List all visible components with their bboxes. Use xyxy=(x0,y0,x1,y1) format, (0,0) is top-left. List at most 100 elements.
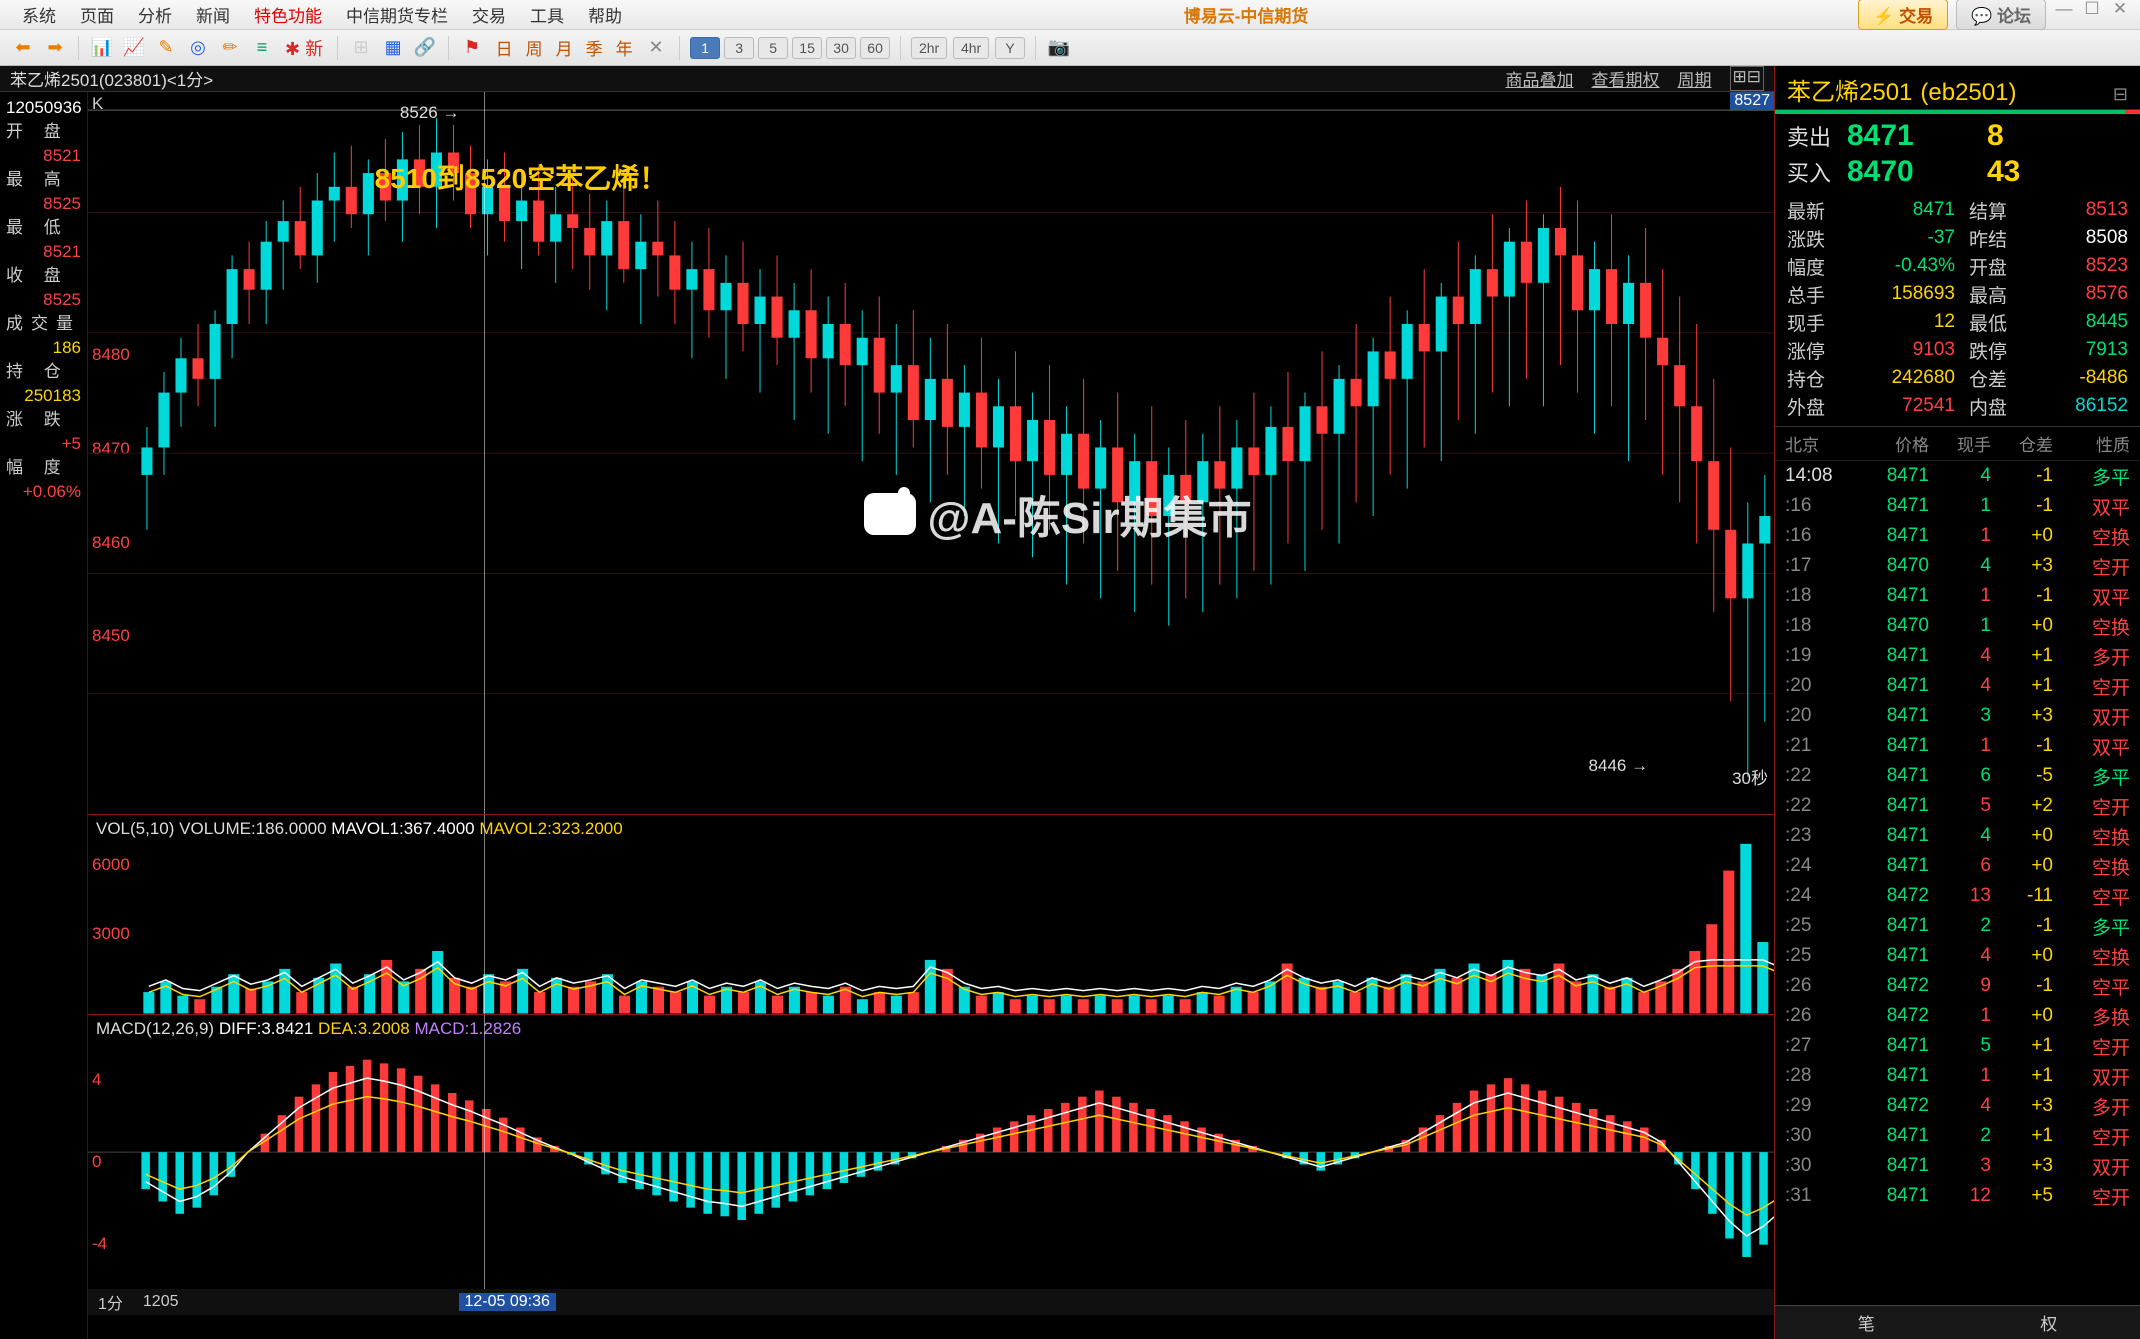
period-季[interactable]: 季 xyxy=(581,35,607,61)
table-icon[interactable]: ▦ xyxy=(380,35,406,61)
tick-row: :1784704+3空开 xyxy=(1785,551,2130,581)
tick-row: :3084713+3双开 xyxy=(1785,1151,2130,1181)
menu-1[interactable]: 页面 xyxy=(68,2,126,27)
quote-grid-row: 总手158693最高8576 xyxy=(1787,280,2128,308)
tick-row: :2284715+2空开 xyxy=(1785,791,2130,821)
period-月[interactable]: 月 xyxy=(551,35,577,61)
ticks-header: 北京价格现手仓差性质 xyxy=(1775,427,2140,461)
maximize-icon[interactable]: ☐ xyxy=(2082,0,2102,30)
forum-button[interactable]: 💬 论坛 xyxy=(1956,0,2046,30)
tick-row: :1884711-1双平 xyxy=(1785,581,2130,611)
weibo-icon xyxy=(864,493,916,535)
menu-6[interactable]: 交易 xyxy=(460,2,518,27)
sell-row: 卖出 8471 8 xyxy=(1787,118,2128,154)
grid-toggle-icon[interactable]: ⊞⊟ xyxy=(1730,66,1765,91)
buy-row: 买入 8470 43 xyxy=(1787,154,2128,190)
quote-grid-row: 持仓242680仓差-8486 xyxy=(1787,364,2128,392)
tick-row: :2584714+0空换 xyxy=(1785,941,2130,971)
quote-expand-icon[interactable]: ⊟ xyxy=(2113,84,2128,105)
volume-area[interactable]: VOL(5,10) VOLUME:186.0000 MAVOL1:367.400… xyxy=(88,815,1774,1015)
close-period-icon[interactable]: ✕ xyxy=(643,35,669,61)
quote-title: 苯乙烯2501(eb2501) ⊟ xyxy=(1775,66,2140,110)
chart-header: 苯乙烯2501(023801)<1分> 商品叠加 查看期权 周期 ⊞⊟ xyxy=(0,66,1774,92)
close-icon[interactable]: ✕ xyxy=(2110,0,2130,30)
period-num-1[interactable]: 1 xyxy=(690,37,720,59)
period-日[interactable]: 日 xyxy=(491,35,517,61)
period-4hr[interactable]: 4hr xyxy=(953,37,989,59)
time-cursor: 12-05 09:36 xyxy=(459,1293,556,1311)
countdown: 30秒 xyxy=(1732,764,1768,789)
tab-option[interactable]: 权 xyxy=(1958,1306,2140,1339)
period-年[interactable]: 年 xyxy=(611,35,637,61)
tick-row: :3084712+1空开 xyxy=(1785,1121,2130,1151)
grid-icon[interactable]: ⊞ xyxy=(348,35,374,61)
period-num-15[interactable]: 15 xyxy=(792,37,822,59)
trade-button[interactable]: ⚡ 交易 xyxy=(1858,0,1948,30)
top-action-group: ⚡ 交易 💬 论坛 — ☐ ✕ xyxy=(1858,0,2130,30)
forward-icon[interactable]: ➡ xyxy=(42,35,68,61)
draw-icon[interactable]: ✎ xyxy=(153,35,179,61)
main-area: 苯乙烯2501(023801)<1分> 商品叠加 查看期权 周期 ⊞⊟ 1205… xyxy=(0,66,2140,1339)
pencil-icon[interactable]: ✏ xyxy=(217,35,243,61)
period-num-60[interactable]: 60 xyxy=(860,37,890,59)
chart-canvas[interactable]: K 8480847084608450 8526 → 8446 → 30秒 852… xyxy=(88,92,1774,1339)
stat-row: 成交量186 xyxy=(6,312,81,360)
quote-grid-row: 最新8471结算8513 xyxy=(1787,196,2128,224)
candle-area[interactable]: K 8480847084608450 8526 → 8446 → 30秒 852… xyxy=(88,92,1774,815)
screenshot-icon[interactable]: 📷 xyxy=(1046,35,1072,61)
menu-7[interactable]: 工具 xyxy=(518,2,576,27)
tick-row: :2984724+3多开 xyxy=(1785,1091,2130,1121)
tick-row: :2684729-1空平 xyxy=(1785,971,2130,1001)
chart-type-icon[interactable]: 📊 xyxy=(89,35,115,61)
stat-row: 开 盘8521 xyxy=(6,120,81,168)
menu-5[interactable]: 中信期货专栏 xyxy=(334,2,460,27)
menu-4[interactable]: 特色功能 xyxy=(242,2,334,27)
tick-row: :1884701+0空换 xyxy=(1785,611,2130,641)
ticks-list: 14:0884714-1多平:1684711-1双平:1684711+0空换:1… xyxy=(1775,461,2140,1305)
target-icon[interactable]: ◎ xyxy=(185,35,211,61)
quote-grid-row: 幅度-0.43%开盘8523 xyxy=(1787,252,2128,280)
menu-3[interactable]: 新闻 xyxy=(184,2,242,27)
chart-header-links: 商品叠加 查看期权 周期 ⊞⊟ xyxy=(1506,66,1765,91)
new-button[interactable]: ✱ 新 xyxy=(281,35,327,61)
time-value: 1205 xyxy=(143,1293,179,1311)
chart-title: 苯乙烯2501(023801)<1分> xyxy=(10,66,213,91)
tick-row: :2484716+0空换 xyxy=(1785,851,2130,881)
period-num-5[interactable]: 5 xyxy=(758,37,788,59)
tick-row: :24847213-11空平 xyxy=(1785,881,2130,911)
minimize-icon[interactable]: — xyxy=(2054,0,2074,30)
stat-row: 幅 度+0.06% xyxy=(6,456,81,504)
tab-tick[interactable]: 笔 xyxy=(1775,1306,1958,1339)
layers-icon[interactable]: ≡ xyxy=(249,35,275,61)
stat-row: 最 低8521 xyxy=(6,216,81,264)
tick-row: :1684711+0空换 xyxy=(1785,521,2130,551)
flag-icon[interactable]: ⚑ xyxy=(459,35,485,61)
macd-area[interactable]: MACD(12,26,9) DIFF:3.8421 DEA:3.2008 MAC… xyxy=(88,1015,1774,1289)
quote-bottom-tabs: 笔 权 xyxy=(1775,1305,2140,1339)
tick-row: :1684711-1双平 xyxy=(1785,491,2130,521)
stats-top-value: 12050936 xyxy=(6,96,81,120)
options-link[interactable]: 查看期权 xyxy=(1592,66,1660,91)
home-icon[interactable]: ⬅ xyxy=(10,35,36,61)
quote-grid-row: 涨停9103跌停7913 xyxy=(1787,336,2128,364)
overlay-link[interactable]: 商品叠加 xyxy=(1506,66,1574,91)
link-icon[interactable]: 🔗 xyxy=(412,35,438,61)
quote-grid: 最新8471结算8513涨跌-37昨结8508幅度-0.43%开盘8523总手1… xyxy=(1775,194,2140,427)
left-stats: 12050936 开 盘8521最 高8525最 低8521收 盘8525成交量… xyxy=(0,92,88,1339)
period-num-3[interactable]: 3 xyxy=(724,37,754,59)
line-icon[interactable]: 📈 xyxy=(121,35,147,61)
candle-svg xyxy=(88,92,1774,814)
period-link[interactable]: 周期 xyxy=(1678,66,1712,91)
menu-0[interactable]: 系统 xyxy=(10,2,68,27)
menu-8[interactable]: 帮助 xyxy=(576,2,634,27)
tick-row: :2584712-1多平 xyxy=(1785,911,2130,941)
stat-row: 最 高8525 xyxy=(6,168,81,216)
period-2hr[interactable]: 2hr xyxy=(911,37,947,59)
menubar: 系统页面分析新闻特色功能中信期货专栏交易工具帮助 博易云-中信期货 ⚡ 交易 💬… xyxy=(0,0,2140,30)
period-num-30[interactable]: 30 xyxy=(826,37,856,59)
menu-2[interactable]: 分析 xyxy=(126,2,184,27)
tick-row: :2784715+1空开 xyxy=(1785,1031,2130,1061)
period-周[interactable]: 周 xyxy=(521,35,547,61)
tick-row: :2084713+3双开 xyxy=(1785,701,2130,731)
period-y2[interactable]: Y xyxy=(995,37,1025,59)
